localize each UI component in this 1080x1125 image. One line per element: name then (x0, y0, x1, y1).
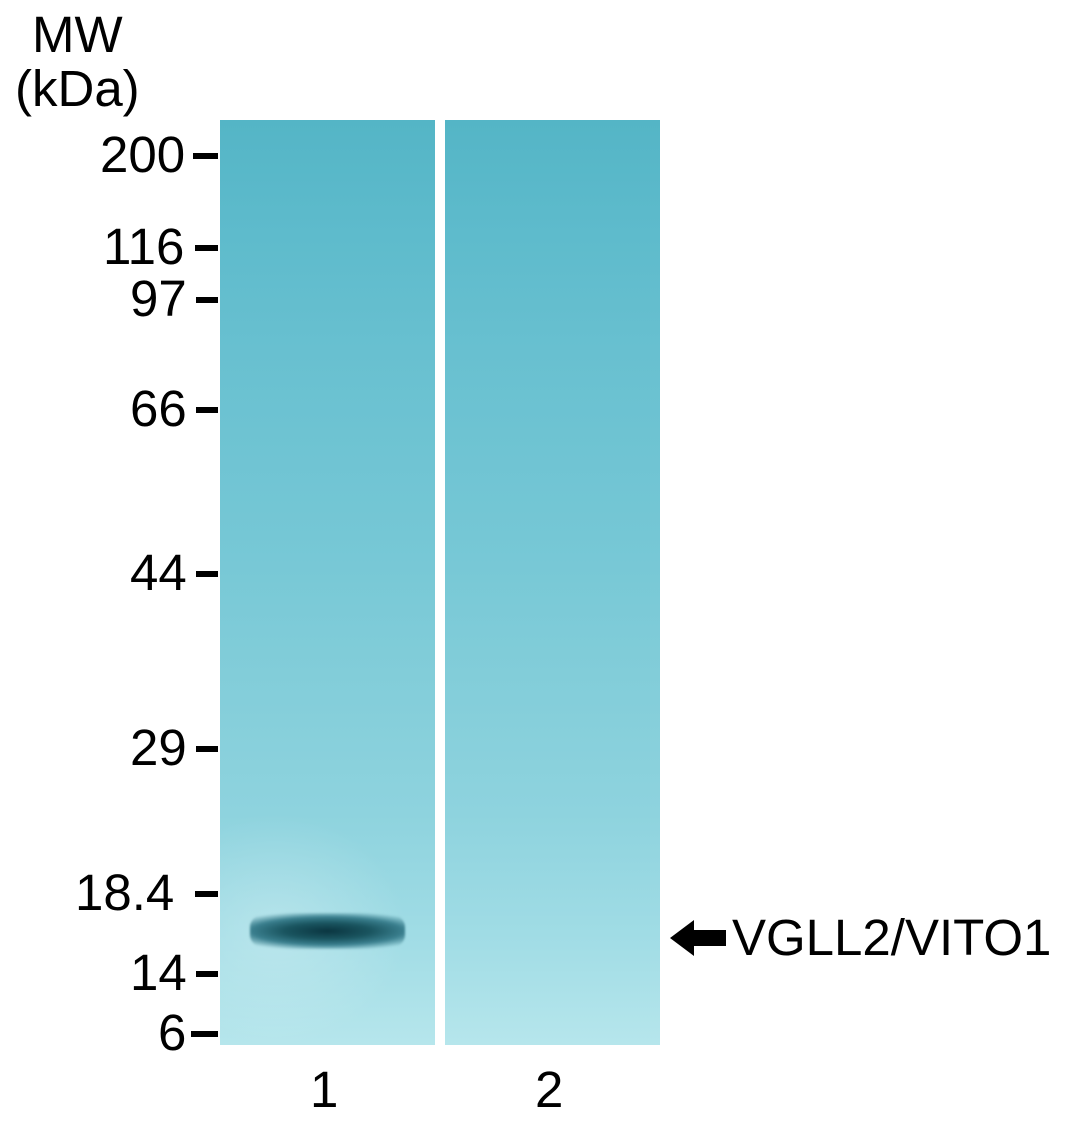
tick-97 (196, 297, 218, 303)
tick-29 (196, 746, 218, 752)
mw-header-line2: (kDa) (15, 62, 140, 116)
mw-marker-116: 116 (103, 217, 184, 276)
tick-6 (191, 1031, 218, 1037)
mw-marker-18p4: 18.4 (75, 863, 174, 922)
blot-area (220, 120, 660, 1045)
mw-marker-6: 6 (158, 1003, 186, 1062)
lane-2-background (445, 120, 660, 1045)
mw-marker-200: 200 (100, 125, 185, 184)
arrow-left-icon (668, 914, 728, 962)
mw-marker-97: 97 (130, 269, 187, 328)
tick-18p4 (195, 891, 218, 897)
tick-44 (196, 571, 218, 577)
lane-2 (445, 120, 660, 1045)
mw-header: MW (kDa) (15, 8, 140, 115)
mw-marker-14: 14 (130, 943, 187, 1002)
band-annotation: VGLL2/VITO1 (668, 908, 1051, 967)
lane-1 (220, 120, 435, 1045)
mw-header-line1: MW (15, 8, 140, 62)
protein-band-vgll2 (250, 913, 405, 949)
tick-116 (195, 245, 218, 251)
western-blot-figure: MW (kDa) 200 116 97 66 44 29 18.4 14 6 1… (0, 0, 1080, 1125)
tick-200 (193, 153, 218, 159)
tick-14 (196, 971, 218, 977)
lane-1-background (220, 120, 435, 1045)
mw-marker-44: 44 (130, 543, 187, 602)
mw-marker-66: 66 (130, 379, 187, 438)
band-label: VGLL2/VITO1 (732, 908, 1051, 967)
lane-number-1: 1 (310, 1060, 338, 1119)
lane-number-2: 2 (535, 1060, 563, 1119)
tick-66 (196, 407, 218, 413)
mw-marker-29: 29 (130, 718, 187, 777)
